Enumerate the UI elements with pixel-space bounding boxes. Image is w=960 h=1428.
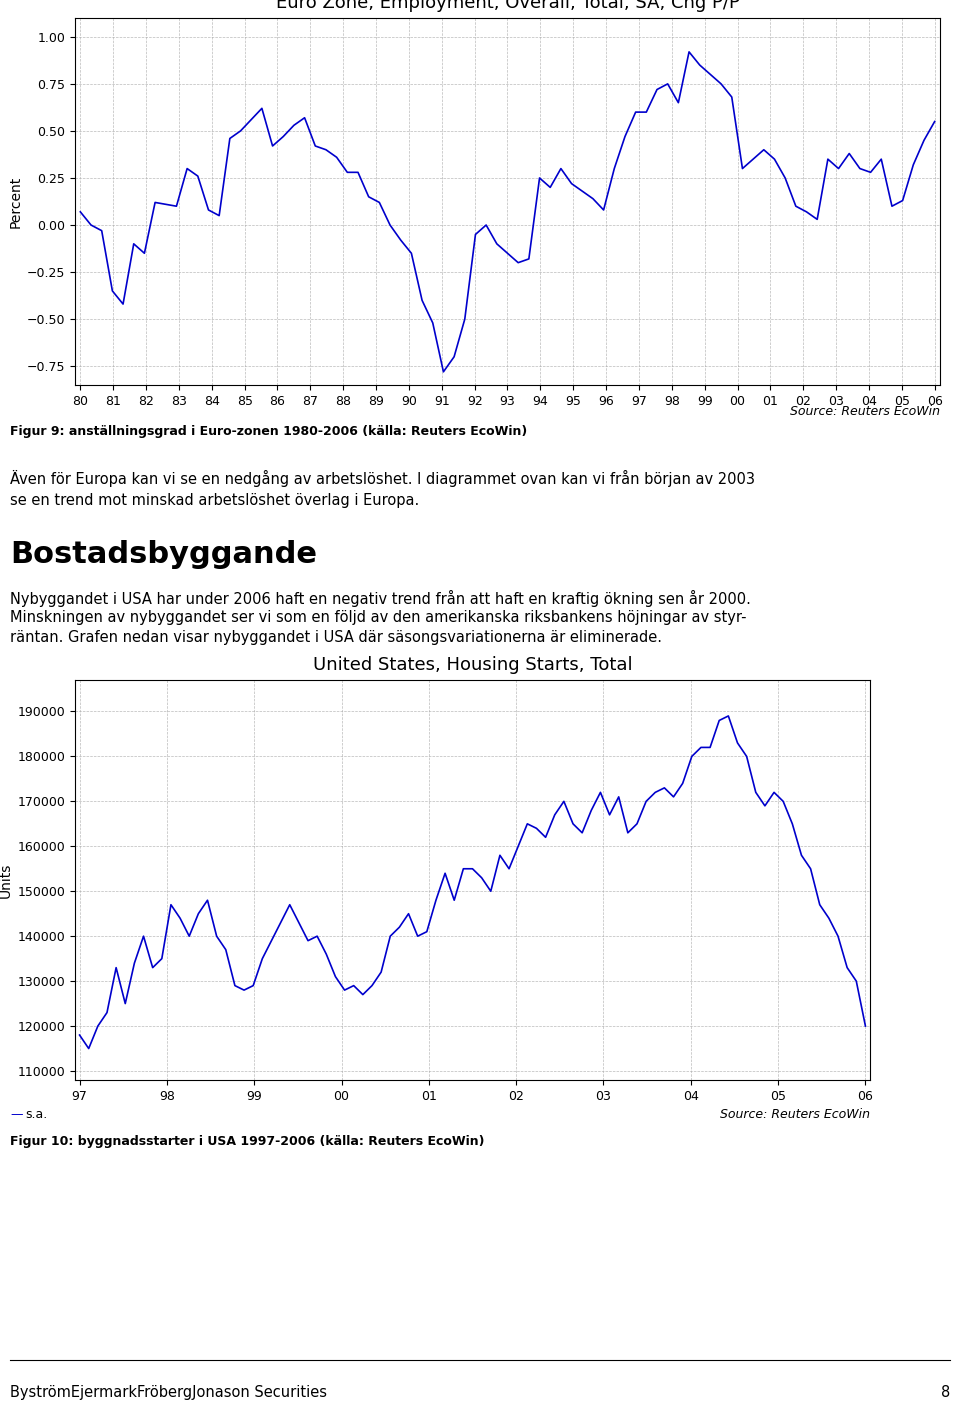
Text: Figur 10: byggnadsstarter i USA 1997-2006 (källa: Reuters EcoWin): Figur 10: byggnadsstarter i USA 1997-200… [10,1135,485,1148]
Text: Minskningen av nybyggandet ser vi som en följd av den amerikanska riksbankens hö: Minskningen av nybyggandet ser vi som en… [10,610,747,625]
Text: räntan. Grafen nedan visar nybyggandet i USA där säsongsvariationerna är elimine: räntan. Grafen nedan visar nybyggandet i… [10,630,662,645]
Text: Nybyggandet i USA har under 2006 haft en negativ trend från att haft en kraftig : Nybyggandet i USA har under 2006 haft en… [10,590,751,607]
Text: —: — [10,1108,22,1121]
Y-axis label: Units: Units [0,863,13,898]
Title: Euro Zone, Employment, Overall, Total, SA, Chg P/P: Euro Zone, Employment, Overall, Total, S… [276,0,739,13]
Y-axis label: Percent: Percent [9,176,23,227]
Text: ByströmEjermarkFröbergJonason Securities: ByströmEjermarkFröbergJonason Securities [10,1385,327,1399]
Text: Bostadsbyggande: Bostadsbyggande [10,540,317,568]
Text: Source: Reuters EcoWin: Source: Reuters EcoWin [790,406,940,418]
Text: s.a.: s.a. [25,1108,47,1121]
Text: Figur 9: anställningsgrad i Euro-zonen 1980-2006 (källa: Reuters EcoWin): Figur 9: anställningsgrad i Euro-zonen 1… [10,426,527,438]
Title: United States, Housing Starts, Total: United States, Housing Starts, Total [313,657,633,674]
Text: 8: 8 [941,1385,950,1399]
Text: Source: Reuters EcoWin: Source: Reuters EcoWin [720,1108,870,1121]
Text: Även för Europa kan vi se en nedgång av arbetslöshet. I diagrammet ovan kan vi f: Även för Europa kan vi se en nedgång av … [10,470,755,508]
